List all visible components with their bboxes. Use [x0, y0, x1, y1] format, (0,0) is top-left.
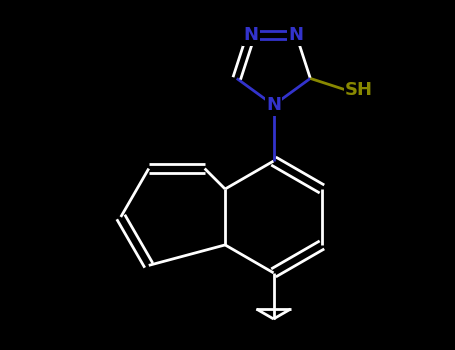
Text: SH: SH [345, 80, 373, 99]
Text: N: N [243, 26, 258, 44]
Text: N: N [289, 26, 304, 44]
Text: N: N [266, 96, 281, 114]
